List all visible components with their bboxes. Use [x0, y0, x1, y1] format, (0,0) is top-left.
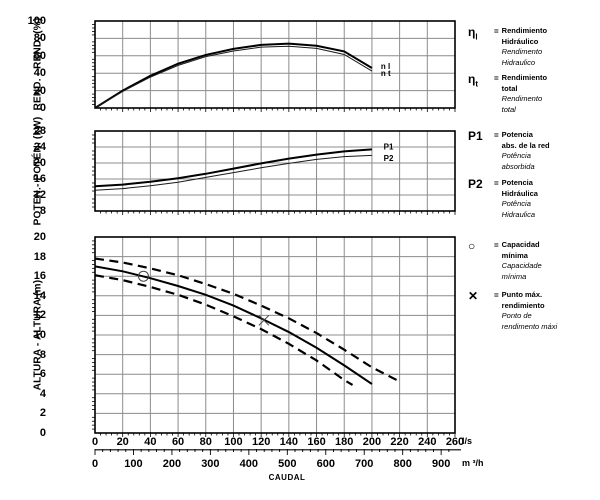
ls-tick-label: 180: [335, 436, 354, 448]
ls-tick-label: 60: [171, 436, 185, 448]
y-tick-label: 16: [33, 270, 46, 283]
series-dashed-lower: [94, 274, 354, 386]
legend-text: Potencia Hidráulica Potência Hidraulica: [501, 178, 538, 219]
m3h-tick-label: 200: [162, 458, 182, 470]
m3h-tick-label: 800: [393, 458, 412, 470]
y-tick-label: 4: [39, 387, 46, 400]
y-tick-label: 10: [33, 329, 46, 341]
m3h-tick-label: 600: [316, 458, 335, 470]
ls-tick-label: 240: [418, 436, 437, 448]
ls-tick-label: 220: [390, 436, 409, 448]
y-tick-label: 28: [33, 125, 46, 137]
ls-tick-label: 160: [307, 436, 326, 448]
series-P1: [94, 148, 372, 188]
m3h-tick-label: 400: [239, 458, 259, 470]
eta-hydraulic-symbol: ηl: [468, 25, 478, 42]
max-efficiency-x-icon: ✕: [468, 289, 479, 303]
series-P2: [94, 154, 372, 191]
ls-tick-label: 0: [91, 436, 99, 448]
x-axis-title: CAUDAL: [268, 473, 306, 482]
eta-total-symbol: ηt: [468, 72, 479, 89]
equals-sign: =: [494, 241, 499, 250]
series-n-l: [94, 42, 373, 109]
y-tick-label: 8: [39, 348, 46, 361]
equals-sign: =: [494, 179, 499, 188]
m3h-tick-label: 100: [124, 458, 143, 470]
y-tick-label: 8: [39, 205, 46, 217]
p2-symbol: P2: [468, 177, 483, 191]
legend-text: Potencia abs. de la red Potência absorbi…: [501, 130, 550, 171]
ls-tick-label: 140: [279, 436, 299, 448]
ls-tick-label: 120: [251, 436, 271, 448]
ls-tick-label: 40: [144, 436, 157, 448]
min-capacity-marker: [137, 270, 149, 282]
m3h-tick-label: 500: [278, 458, 297, 470]
m3h-unit-label: m ³/h: [462, 458, 484, 468]
y-tick-label: 18: [33, 250, 46, 263]
series-n-t: [94, 45, 373, 109]
equals-sign: =: [494, 27, 499, 36]
max-efficiency-marker: [258, 314, 270, 326]
y-tick-label: 24: [33, 141, 46, 153]
ls-unit-label: l/s: [462, 436, 473, 446]
ls-tick-label: 200: [362, 436, 382, 448]
y-tick-label: 100: [27, 15, 46, 27]
m3h-tick-label: 0: [91, 458, 99, 470]
m3h-tick-label: 300: [201, 458, 220, 470]
p1-symbol: P1: [468, 129, 483, 143]
legend-entry-p1: P1 = Potencia abs. de la red Potência ab…: [468, 130, 598, 172]
y-tick-label: 16: [33, 173, 46, 185]
ls-tick-label: 100: [224, 436, 243, 448]
y-tick-label: 80: [33, 32, 46, 45]
legend-text: Punto máx. rendimiento Ponto de rendimen…: [501, 290, 558, 331]
y-tick-label: 6: [39, 368, 46, 381]
legend-entry-max-efficiency: ✕ = Punto máx. rendimiento Ponto de rend…: [468, 290, 598, 332]
y-tick-label: 20: [33, 157, 46, 169]
equals-sign: =: [494, 131, 499, 140]
legend-text: Rendimiento total Rendimento total: [501, 73, 548, 114]
y-tick-label: 20: [33, 84, 46, 97]
legend-entry-eta-total: ηt = Rendimiento total Rendimento total: [468, 73, 598, 115]
equals-sign: =: [494, 291, 499, 300]
series-label: P1: [384, 143, 394, 152]
y-tick-label: 12: [33, 309, 46, 322]
m3h-tick-label: 700: [355, 458, 374, 470]
legend-entry-min-capacity: ○ = Capacidad mínima Capacidade mínima: [468, 240, 598, 282]
ls-tick-label: 260: [445, 436, 465, 448]
series-label: n l: [381, 62, 390, 71]
efficiency-chart: n ln t: [92, 20, 456, 112]
series-label: P2: [384, 154, 394, 163]
series-dashed-upper: [94, 257, 398, 382]
y-tick-label: 60: [33, 49, 46, 62]
ls-tick-label: 20: [116, 436, 129, 448]
legend-entry-p2: P2 = Potencia Hidráulica Potência Hidrau…: [468, 178, 598, 220]
legend-entry-eta-hydraulic: ηl = Rendimiento Hidráulico Rendimento H…: [468, 26, 598, 68]
series-label: n t: [381, 69, 391, 78]
y-tick-label: 14: [33, 289, 46, 302]
legend-text: Rendimiento Hidráulico Rendimento Hidrau…: [501, 26, 548, 67]
m3h-ruler: [94, 449, 461, 455]
y-tick-label: 20: [33, 231, 46, 243]
head-chart: [92, 236, 456, 437]
m3h-tick-label: 900: [431, 458, 451, 470]
y-tick-label: 2: [39, 407, 46, 420]
y-tick-label: 0: [39, 427, 46, 439]
y-tick-label: 40: [33, 67, 46, 80]
y-tick-label: 0: [39, 102, 46, 114]
legend-text: Capacidad mínima Capacidade mínima: [501, 240, 542, 281]
equals-sign: =: [494, 74, 499, 83]
series-solid: [94, 265, 373, 385]
min-capacity-circle-icon: ○: [468, 239, 476, 253]
ls-tick-label: 80: [199, 436, 212, 448]
y-tick-label: 12: [33, 189, 46, 201]
